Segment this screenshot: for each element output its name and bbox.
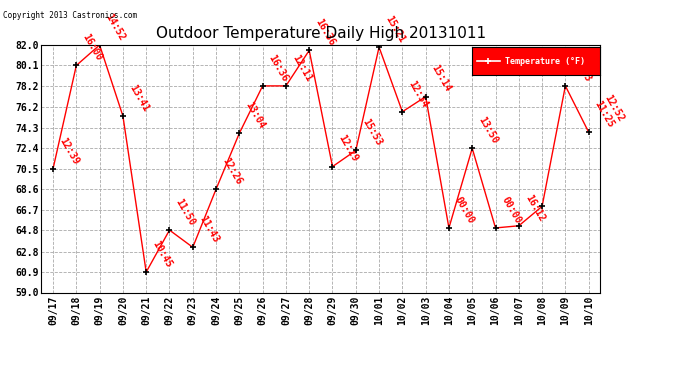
Text: 00:00: 00:00 — [453, 195, 477, 225]
Text: 16:36: 16:36 — [313, 17, 337, 48]
Text: Copyright 2013 Castronics.com: Copyright 2013 Castronics.com — [3, 11, 137, 20]
Text: 13:41: 13:41 — [127, 83, 150, 113]
Text: 00:00: 00:00 — [500, 195, 523, 225]
Text: 16:12: 16:12 — [523, 193, 546, 223]
Text: 13:50: 13:50 — [476, 115, 500, 146]
Text: 12:26: 12:26 — [220, 156, 244, 186]
Text: 12:52
11:25: 12:52 11:25 — [593, 93, 627, 129]
Text: 16:00: 16:00 — [81, 32, 104, 63]
Text: 15:53: 15:53 — [360, 117, 384, 148]
Title: Outdoor Temperature Daily High 20131011: Outdoor Temperature Daily High 20131011 — [156, 26, 486, 41]
Text: 15:21: 15:21 — [383, 14, 406, 44]
Text: 14:33: 14:33 — [569, 53, 593, 83]
Text: 14:52: 14:52 — [104, 12, 127, 42]
Text: 11:50: 11:50 — [174, 197, 197, 227]
Text: 10:45: 10:45 — [150, 239, 174, 269]
Text: 12:34: 12:34 — [406, 78, 430, 109]
Text: 13:04: 13:04 — [244, 100, 267, 130]
Text: 16:36: 16:36 — [267, 53, 290, 83]
Text: 11:43: 11:43 — [197, 214, 220, 244]
Text: 12:29: 12:29 — [337, 134, 360, 164]
Text: 12:39: 12:39 — [57, 135, 81, 166]
Text: 12:11: 12:11 — [290, 53, 313, 83]
Text: 15:14: 15:14 — [430, 63, 453, 94]
